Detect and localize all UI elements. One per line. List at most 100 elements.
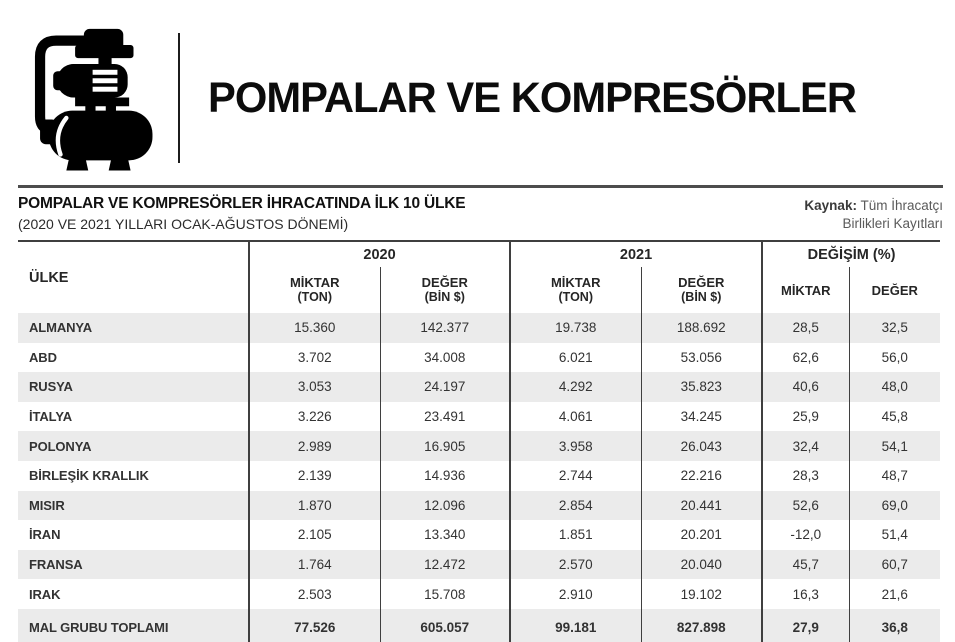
table-row: FRANSA 1.764 12.472 2.570 20.040 45,7 60,7 (18, 549, 941, 580)
col-header-ulke: ÜLKE (18, 241, 250, 313)
table-subtitle: (2020 VE 2021 YILLARI OCAK-AĞUSTOS DÖNEM… (18, 216, 349, 232)
country-cell: MISIR (18, 490, 250, 521)
value-cell: 16,3 (762, 579, 850, 609)
col-group-2020: 2020 (249, 241, 512, 267)
value-cell: 4.061 (510, 401, 642, 432)
source-line-1: Kaynak: Tüm İhracatçı (804, 197, 943, 215)
value-cell: 2.570 (510, 549, 642, 580)
value-cell: 60,7 (881, 557, 908, 573)
country-cell: İRAN (18, 520, 250, 550)
value-cell: 2.854 (510, 490, 642, 521)
value-cell: 12.472 (380, 549, 512, 580)
value-cell: 20.040 (641, 549, 764, 580)
source-text-1: Tüm İhracatçı (860, 198, 943, 213)
value-cell: 2.910 (510, 579, 642, 609)
page-title: POMPALAR VE KOMPRESÖRLER (208, 74, 857, 122)
col-header-miktar-degisim: MİKTAR (762, 267, 850, 313)
table-body: ALMANYA 15.360 142.377 19.738 188.692 28,5 32,… (18, 313, 941, 642)
value-cell: 52,6 (762, 490, 850, 521)
source-note: Kaynak: Tüm İhracatçı Birlikleri Kayıtla… (804, 197, 943, 233)
source-line-2: Birlikleri Kayıtları (842, 216, 943, 231)
value-cell: 24.197 (380, 372, 512, 402)
value-cell: 2.105 (249, 520, 381, 550)
export-table: ÜLKE 2020 2021 DEĞİŞİM (%) MİKTAR (TON) D… (18, 240, 941, 642)
table-title: POMPALAR VE KOMPRESÖRLER İHRACATINDA İLK… (18, 195, 466, 212)
value-cell: 1.870 (249, 490, 381, 521)
col-group-2021: 2021 (510, 241, 764, 267)
table-row: İTALYA 3.226 23.491 4.061 34.245 25,9 45,8 (18, 401, 940, 432)
source-label: Kaynak: (804, 198, 857, 213)
value-cell: 62,6 (762, 342, 850, 373)
value-cell: 48,0 (881, 379, 908, 395)
value-cell: 45,7 (762, 549, 850, 580)
value-cell: 3.053 (249, 372, 381, 402)
value-cell: 827.898 (641, 608, 764, 642)
value-cell: 14.936 (380, 460, 512, 491)
value-cell: 56,0 (881, 349, 908, 365)
country-cell: POLONYA (18, 431, 250, 461)
country-cell: İTALYA (18, 401, 250, 432)
country-cell: IRAK (18, 579, 250, 609)
value-cell: 19.102 (641, 579, 764, 609)
value-cell: 15.360 (249, 313, 381, 343)
country-cell: RUSYA (18, 372, 250, 402)
value-cell: 21,6 (881, 586, 908, 602)
value-cell: 605.057 (380, 608, 512, 642)
value-cell: 25,9 (762, 401, 850, 432)
country-cell: BİRLEŞİK KRALLIK (18, 460, 250, 491)
value-cell: 48,7 (881, 468, 908, 484)
value-cell: 188.692 (641, 313, 764, 343)
col-header-deger-2021: DEĞER (BİN $) (641, 267, 764, 313)
value-cell: 69,0 (881, 497, 908, 513)
header-divider (178, 33, 180, 163)
value-cell: 36,8 (881, 619, 908, 635)
value-cell: 20.441 (641, 490, 764, 521)
value-cell: 23.491 (380, 401, 512, 432)
value-cell: 27,9 (762, 608, 850, 642)
table-row: ABD 3.702 34.008 6.021 53.056 62,6 56,0 (18, 342, 940, 373)
country-cell: ALMANYA (18, 313, 250, 343)
value-cell: 3.702 (249, 342, 381, 373)
value-cell: 4.292 (510, 372, 642, 402)
value-cell: -12,0 (762, 520, 850, 550)
value-cell: 3.958 (510, 431, 642, 461)
country-cell: FRANSA (18, 549, 250, 580)
value-cell: 6.021 (510, 342, 642, 373)
country-cell: ABD (18, 342, 250, 373)
value-cell: 142.377 (380, 313, 512, 343)
value-cell: 2.139 (249, 460, 381, 491)
value-cell: 22.216 (641, 460, 764, 491)
value-cell: 2.503 (249, 579, 381, 609)
value-cell: 12.096 (380, 490, 512, 521)
table-row: ALMANYA 15.360 142.377 19.738 188.692 28,5 32,… (18, 313, 941, 343)
section-rule (18, 185, 943, 188)
value-cell: 51,4 (881, 527, 908, 543)
value-cell: 3.226 (249, 401, 381, 432)
col-group-degisim: DEĞİŞİM (%) (807, 246, 896, 263)
col-header-deger-2020: DEĞER (BİN $) (380, 267, 512, 313)
pump-compressor-icon (22, 26, 172, 172)
value-cell: 34.245 (641, 401, 764, 432)
table-row: POLONYA 2.989 16.905 3.958 26.043 32,4 54,1 (18, 431, 941, 461)
value-cell: 40,6 (762, 372, 850, 402)
value-cell: 32,4 (762, 431, 850, 461)
value-cell: 2.744 (510, 460, 642, 491)
value-cell: 26.043 (641, 431, 764, 461)
value-cell: 32,5 (881, 320, 908, 336)
value-cell: 34.008 (380, 342, 512, 373)
table-row: RUSYA 3.053 24.197 4.292 35.823 40,6 48,0 (18, 372, 941, 402)
value-cell: 35.823 (641, 372, 764, 402)
value-cell: 16.905 (380, 431, 512, 461)
col-header-miktar-2020: MİKTAR (TON) (249, 267, 381, 313)
table-row: IRAK 2.503 15.708 2.910 19.102 16,3 21,6 (18, 579, 940, 609)
value-cell: 54,1 (881, 438, 908, 454)
value-cell: 99.181 (510, 608, 642, 642)
value-cell: 19.738 (510, 313, 642, 343)
value-cell: 28,3 (762, 460, 850, 491)
value-cell: 1.764 (249, 549, 381, 580)
table-header: ÜLKE 2020 2021 DEĞİŞİM (%) MİKTAR (TON) D… (18, 241, 940, 313)
value-cell: 28,5 (762, 313, 850, 343)
country-cell: MAL GRUBU TOPLAMI (18, 608, 250, 642)
value-cell: 2.989 (249, 431, 381, 461)
